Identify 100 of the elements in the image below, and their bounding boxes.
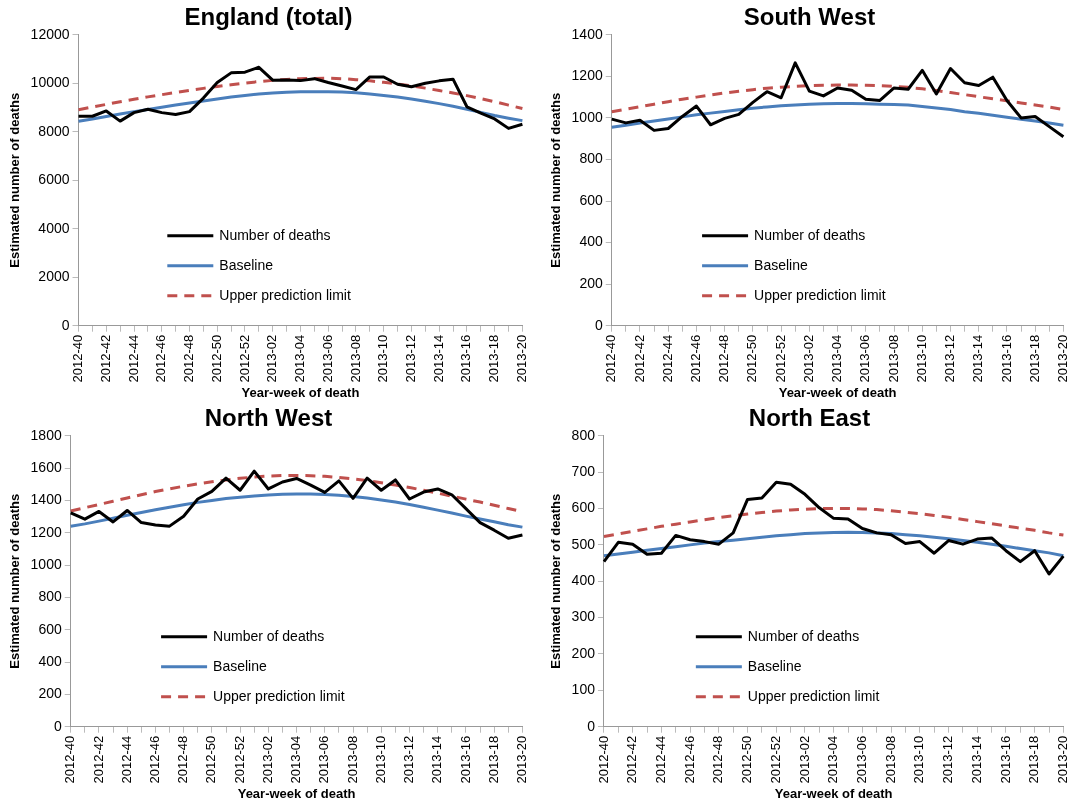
x-tick-label: 2012-40 [70,334,86,383]
x-tick-label: 2012-44 [125,334,141,383]
x-tick-label: 2012-40 [595,735,611,784]
y-tick-label: 0 [587,717,596,734]
x-tick-label: 2013-20 [513,334,529,383]
x-axis-title: Year-week of death [774,785,893,801]
x-axis-title: Year-week of death [237,785,356,801]
x-tick-label: 2012-48 [181,334,197,383]
x-tick-label: 2012-42 [631,334,647,383]
x-tick-label: 2012-46 [153,334,169,383]
x-tick-label: 2013-02 [800,334,816,383]
chart-title: England (total) [184,3,353,31]
x-tick-label: 2013-16 [457,735,473,784]
legend-label: Upper prediction limit [213,687,345,704]
line-series [602,507,1065,539]
legend-label: Number of deaths [747,627,860,644]
y-tick-label: 1400 [571,25,603,42]
y-tick-label: 12000 [30,25,70,42]
x-tick-label: 2013-02 [796,735,812,784]
y-tick-label: 0 [61,316,70,333]
legend-label: Baseline [747,657,802,674]
line-series [77,76,524,112]
y-tick-label: 400 [38,652,62,669]
y-axis-title: Estimated number of deaths [7,493,23,669]
x-tick-label: 2012-50 [203,735,219,784]
x-tick-label: 2013-04 [292,334,308,383]
x-tick-label: 2012-44 [118,735,134,784]
y-tick-label: 800 [571,426,596,443]
chart-title: South West [743,3,876,31]
y-tick-label: 1800 [30,426,62,443]
x-tick-label: 2012-52 [236,334,252,383]
x-tick-label: 2013-12 [942,334,958,383]
x-tick-label: 2013-06 [319,334,335,383]
y-tick-label: 200 [38,685,62,702]
legend-label: Number of deaths [219,226,331,243]
x-tick-label: 2012-50 [208,334,224,383]
y-axis-title: Estimated number of deaths [548,92,564,268]
x-tick-label: 2013-04 [829,334,845,383]
y-tick-label: 200 [571,644,596,661]
y-tick-label: 600 [579,191,603,208]
x-tick-label: 2013-08 [344,735,360,784]
x-tick-label: 2013-16 [458,334,474,383]
y-tick-label: 200 [579,274,603,291]
x-tick-label: 2013-12 [403,334,419,383]
y-tick-label: 400 [579,233,603,250]
x-tick-label: 2012-42 [97,334,113,383]
y-tick-label: 2000 [38,268,70,285]
legend-label: Baseline [219,256,274,273]
x-tick-label: 2013-16 [997,735,1013,784]
x-tick-label: 2013-10 [375,334,391,383]
y-axis-title: Estimated number of deaths [7,92,23,268]
y-tick-label: 400 [571,572,596,589]
x-tick-label: 2012-40 [603,334,619,383]
x-tick-label: 2013-02 [264,334,280,383]
y-tick-label: 1400 [30,491,62,508]
y-tick-label: 600 [38,620,62,637]
y-tick-label: 8000 [38,122,70,139]
y-tick-label: 1200 [30,523,62,540]
x-tick-label: 2013-20 [513,735,529,784]
x-tick-label: 2013-10 [911,735,927,784]
legend-label: Baseline [754,256,808,273]
y-tick-label: 1000 [30,555,62,572]
chart-title: North West [204,404,333,432]
x-tick-label: 2013-20 [1054,334,1070,383]
chart-title: North East [748,404,871,432]
x-tick-label: 2013-12 [401,735,417,784]
x-tick-label: 2012-50 [744,334,760,383]
y-tick-label: 100 [571,681,596,698]
y-tick-label: 10000 [30,74,70,91]
x-tick-label: 2013-14 [429,735,445,784]
x-tick-label: 2013-12 [940,735,956,784]
x-tick-label: 2013-08 [347,334,363,383]
y-tick-label: 800 [38,588,62,605]
x-tick-label: 2013-14 [968,735,984,784]
x-axis-title: Year-week of death [778,384,897,400]
x-tick-label: 2013-18 [486,334,502,383]
y-tick-label: 0 [53,717,62,734]
x-tick-label: 2012-52 [772,334,788,383]
x-tick-label: 2012-44 [659,334,675,383]
x-tick-label: 2013-08 [885,334,901,383]
x-tick-label: 2013-18 [1026,735,1042,784]
y-tick-label: 500 [571,535,596,552]
x-tick-label: 2012-46 [688,334,704,383]
legend-label: Upper prediction limit [747,687,880,704]
x-tick-label: 2012-52 [767,735,783,784]
y-tick-label: 600 [571,499,596,516]
x-tick-label: 2012-52 [231,735,247,784]
x-tick-label: 2013-20 [1054,735,1070,784]
legend-label: Number of deaths [754,226,866,243]
x-tick-label: 2012-48 [716,334,732,383]
x-tick-label: 2013-10 [372,735,388,784]
y-tick-label: 300 [571,608,596,625]
x-tick-label: 2012-48 [710,735,726,784]
x-tick-label: 2012-40 [62,735,78,784]
x-tick-label: 2013-02 [259,735,275,784]
x-tick-label: 2012-42 [90,735,106,784]
x-tick-label: 2013-10 [913,334,929,383]
x-tick-label: 2013-06 [853,735,869,784]
x-tick-label: 2013-04 [825,735,841,784]
y-tick-label: 6000 [38,171,70,188]
